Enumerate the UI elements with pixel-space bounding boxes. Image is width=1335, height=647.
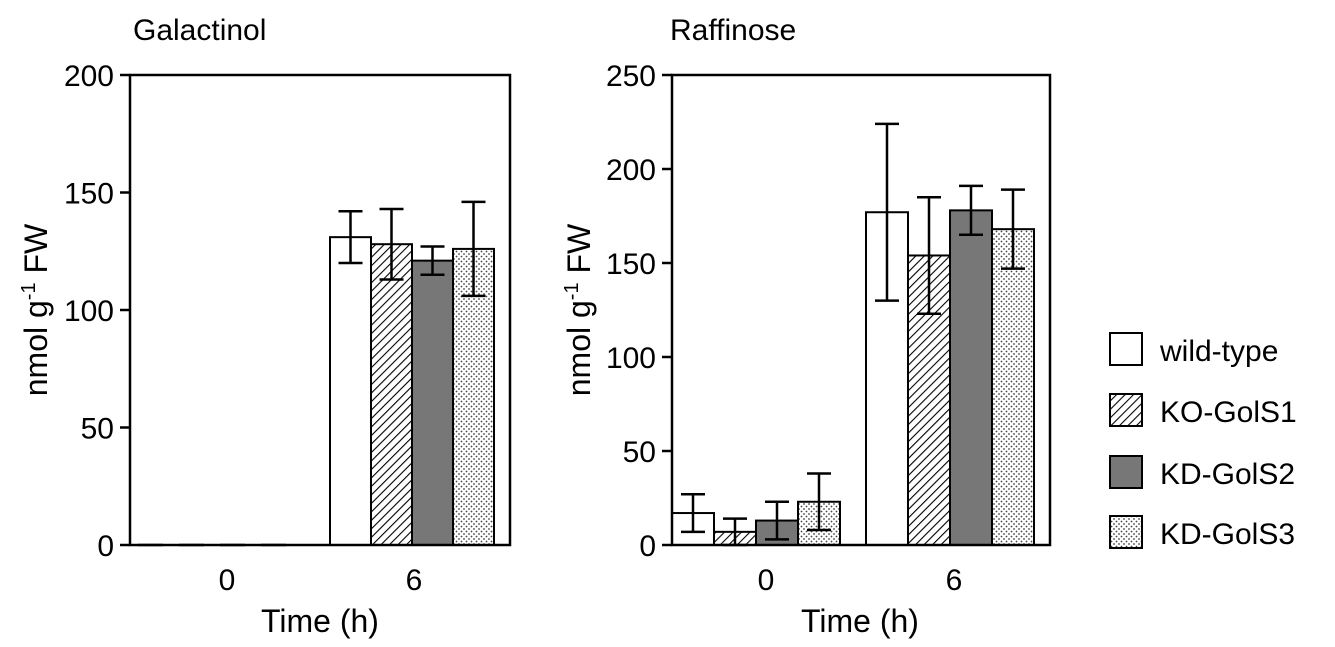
galactinol-bar-wild-type-6 xyxy=(329,236,372,546)
raffinose-error-bar-wild-type-0 xyxy=(681,492,705,534)
raffinose-bar-kd-gols3-6 xyxy=(991,228,1035,546)
raffinose-y-tick-label: 0 xyxy=(639,530,656,563)
raffinose-y-tick-label: 50 xyxy=(623,436,656,469)
raffinose-error-bar-kd-gols2-0 xyxy=(765,500,789,541)
legend-label: KD-GolS2 xyxy=(1160,458,1295,491)
raffinose-bar-kd-gols2-6 xyxy=(949,209,993,547)
galactinol-y-tick-label: 150 xyxy=(64,178,114,211)
galactinol-x-axis-label: Time (h) xyxy=(261,603,379,639)
legend-label: KD-GolS3 xyxy=(1160,518,1295,551)
galactinol-y-tick-label: 0 xyxy=(97,530,114,563)
galactinol-y-tick-label: 100 xyxy=(64,295,114,328)
galactinol-x-tick-label: 0 xyxy=(219,564,236,597)
galactinol-error-bar-wild-type-6 xyxy=(338,210,363,265)
legend: wild-type KO-GolS1 KD-GolS2 KD-GolS3 xyxy=(1109,332,1297,551)
raffinose-y-ticks: 0 50 100 150 200 250 xyxy=(606,60,672,563)
raffinose-y-tick-label: 150 xyxy=(606,248,656,281)
raffinose-panel: Raffinose 0 50 100 150 200 250 0 6 Time (h) n… xyxy=(561,14,1052,639)
legend-swatch-kd-gols2 xyxy=(1109,455,1143,489)
galactinol-x-tick-label: 6 xyxy=(406,564,423,597)
galactinol-bar-kd-gols2-6 xyxy=(411,259,454,546)
galactinol-bar-kd-gols3-6 xyxy=(452,247,495,546)
galactinol-bar-ko-gols1-6 xyxy=(370,243,413,546)
galactinol-error-bar-kd-gols3-6 xyxy=(461,200,486,298)
raffinose-y-tick-label: 250 xyxy=(606,60,656,93)
raffinose-x-axis-label: Time (h) xyxy=(801,603,919,639)
raffinose-error-bar-ko-gols1-6 xyxy=(917,195,941,316)
galactinol-title: Galactinol xyxy=(133,14,266,47)
raffinose-title: Raffinose xyxy=(670,14,796,47)
galactinol-y-ticks: 0 50 100 150 200 xyxy=(64,60,130,563)
raffinose-error-bar-kd-gols3-0 xyxy=(807,472,831,532)
galactinol-bars xyxy=(138,200,495,547)
raffinose-y-axis-label: nmol g-1 FW xyxy=(561,223,597,396)
galactinol-error-bar-kd-gols2-6 xyxy=(420,245,445,276)
galactinol-y-tick-label: 50 xyxy=(81,413,114,446)
legend-swatch-ko-gols1 xyxy=(1109,393,1143,427)
raffinose-error-bar-kd-gols3-6 xyxy=(1001,188,1025,270)
raffinose-error-bar-kd-gols2-6 xyxy=(959,184,983,237)
raffinose-error-bar-wild-type-6 xyxy=(875,122,899,302)
raffinose-plot-frame xyxy=(670,73,1052,547)
galactinol-panel: Galactinol 0 50 100 150 200 0 6 Time (h) nmo… xyxy=(18,14,512,639)
galactinol-plot-frame xyxy=(128,73,512,547)
legend-label: KO-GolS1 xyxy=(1160,396,1297,429)
raffinose-y-tick-label: 100 xyxy=(606,342,656,375)
galactinol-error-bar-ko-gols1-6 xyxy=(379,207,404,281)
raffinose-x-tick-label: 0 xyxy=(758,564,775,597)
galactinol-y-axis-label: nmol g-1 FW xyxy=(18,223,54,396)
legend-swatch-kd-gols3 xyxy=(1109,515,1143,549)
legend-swatch-wild-type xyxy=(1109,332,1143,366)
galactinol-y-tick-label: 200 xyxy=(64,60,114,93)
raffinose-bars xyxy=(671,122,1035,547)
raffinose-y-tick-label: 200 xyxy=(606,154,656,187)
raffinose-x-tick-label: 6 xyxy=(946,564,963,597)
legend-label: wild-type xyxy=(1159,335,1278,368)
